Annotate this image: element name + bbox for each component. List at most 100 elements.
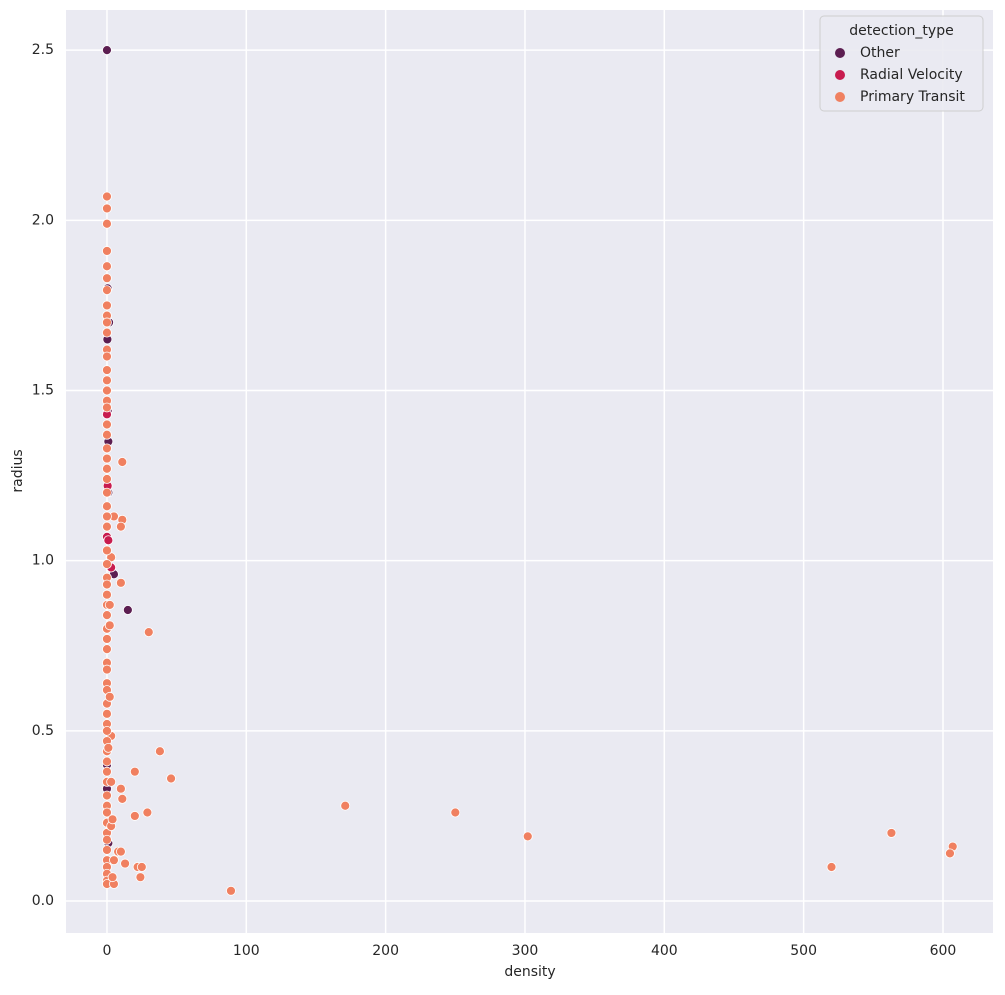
point	[103, 535, 114, 546]
legend-box	[819, 15, 984, 112]
point	[142, 807, 153, 818]
legend: detection_type Other Radial Velocity Primar…	[819, 15, 984, 112]
point	[115, 521, 126, 532]
legend-marker	[835, 92, 845, 102]
legend-label: Radial Velocity	[860, 67, 963, 83]
point	[102, 834, 112, 845]
point	[102, 589, 112, 600]
x-tick-label: 600	[930, 943, 957, 959]
point	[106, 776, 117, 787]
legend-title: detection_type	[849, 23, 953, 39]
point	[102, 443, 112, 454]
point	[340, 800, 351, 811]
legend-marker	[835, 48, 845, 58]
legend-marker	[835, 70, 845, 80]
legend-label: Other	[860, 45, 900, 61]
point	[104, 620, 115, 631]
y-tick-label: 1.5	[32, 382, 54, 398]
y-tick-label: 0.0	[32, 893, 54, 909]
point	[120, 858, 130, 869]
y-tick-label: 0.5	[32, 723, 54, 739]
point	[102, 453, 112, 464]
point	[102, 351, 112, 362]
point	[102, 273, 112, 284]
point	[143, 627, 154, 638]
plot-area	[66, 10, 993, 933]
point	[102, 487, 112, 498]
point	[129, 811, 140, 821]
point	[102, 474, 112, 484]
point	[102, 766, 112, 777]
point	[102, 463, 112, 474]
point	[122, 605, 133, 615]
y-axis-label: radius	[10, 449, 26, 492]
point	[102, 725, 112, 736]
x-tick-label: 400	[651, 943, 678, 959]
point	[102, 664, 112, 675]
point	[107, 872, 118, 883]
point	[102, 285, 112, 295]
point	[102, 300, 112, 311]
x-tick-label: 0	[103, 943, 112, 959]
x-tick-label: 200	[372, 943, 399, 959]
point	[102, 365, 112, 375]
point	[117, 794, 128, 804]
point	[102, 579, 112, 590]
point	[102, 634, 112, 644]
point	[450, 807, 461, 818]
point	[102, 511, 112, 522]
point	[102, 756, 112, 767]
point	[945, 848, 955, 859]
point	[136, 862, 147, 872]
point	[102, 191, 112, 202]
point	[522, 831, 533, 842]
point	[115, 783, 126, 794]
point	[102, 203, 112, 214]
x-tick-label: 100	[233, 943, 260, 959]
point	[102, 807, 112, 818]
point	[102, 218, 112, 229]
point	[102, 375, 112, 386]
point	[102, 246, 112, 256]
point	[102, 521, 112, 532]
x-tick-label: 500	[790, 943, 817, 959]
x-axis-label: density	[504, 964, 555, 980]
point	[104, 691, 115, 702]
point	[135, 872, 146, 883]
point	[102, 545, 112, 556]
point	[102, 644, 112, 655]
point	[107, 814, 118, 825]
point	[102, 45, 112, 56]
point	[102, 317, 112, 328]
point	[102, 708, 112, 719]
y-tick-label: 2.5	[32, 42, 54, 58]
point	[102, 429, 112, 440]
point	[104, 600, 115, 610]
point	[102, 419, 112, 430]
point	[102, 559, 112, 569]
x-tick-label: 300	[512, 943, 539, 959]
point	[115, 846, 126, 857]
point	[102, 402, 112, 413]
point	[886, 828, 897, 838]
point	[129, 766, 140, 777]
point	[115, 577, 126, 588]
legend-label: Primary Transit	[860, 89, 965, 105]
point	[226, 885, 236, 896]
point	[155, 746, 165, 757]
point	[102, 610, 112, 621]
point	[102, 385, 112, 396]
y-tick-label: 1.0	[32, 553, 54, 569]
point	[102, 261, 112, 272]
point	[117, 457, 128, 467]
point	[103, 742, 114, 753]
point	[102, 790, 112, 801]
point	[102, 845, 112, 855]
point	[826, 862, 837, 872]
point	[109, 855, 119, 866]
point	[166, 773, 176, 784]
y-tick-label: 2.0	[32, 212, 54, 228]
point	[102, 501, 112, 512]
point	[102, 327, 112, 338]
